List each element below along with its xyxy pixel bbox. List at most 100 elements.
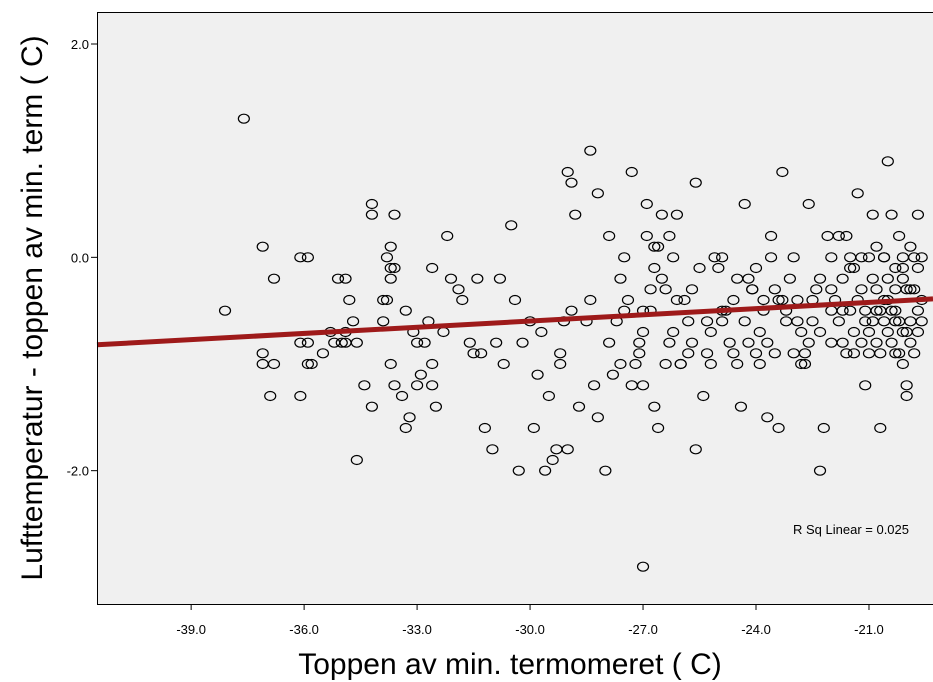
data-point	[911, 209, 925, 220]
data-point	[874, 422, 887, 434]
data-point	[896, 273, 909, 284]
data-point	[365, 401, 379, 412]
data-point	[832, 230, 845, 242]
data-point	[802, 198, 815, 210]
data-point	[644, 284, 657, 295]
x-tick-label: -21.0	[854, 622, 884, 637]
data-point	[682, 316, 695, 327]
data-point	[535, 326, 548, 338]
data-point	[689, 177, 702, 188]
data-point	[584, 145, 597, 156]
data-point	[384, 262, 397, 274]
data-point	[749, 262, 763, 274]
data-point	[426, 262, 439, 274]
data-point	[885, 305, 898, 316]
data-point	[648, 262, 661, 274]
data-point	[712, 262, 725, 274]
x-axis-title: Toppen av min. termomeret ( C)	[298, 648, 721, 681]
data-point	[685, 337, 699, 348]
data-point	[565, 177, 578, 188]
data-point	[456, 294, 469, 306]
data-point	[267, 273, 281, 284]
data-point	[693, 262, 706, 274]
data-point	[870, 305, 883, 316]
data-point	[256, 348, 269, 359]
data-point	[486, 444, 499, 455]
data-point	[561, 166, 574, 178]
data-point	[264, 390, 277, 402]
data-point	[900, 380, 913, 391]
data-point	[651, 241, 665, 252]
data-point	[776, 294, 789, 306]
data-point	[893, 230, 906, 242]
y-tick-label: -2.0	[67, 464, 89, 479]
data-point	[467, 348, 480, 359]
data-point	[659, 284, 672, 295]
data-point	[772, 294, 785, 306]
y-tick-label: 0.0	[71, 250, 89, 265]
data-point	[764, 230, 778, 242]
data-point	[625, 166, 638, 178]
data-point	[663, 230, 676, 242]
data-point	[633, 348, 646, 359]
data-point	[772, 422, 785, 434]
data-point	[866, 316, 879, 327]
data-point	[350, 454, 363, 466]
data-point	[388, 262, 401, 274]
data-point	[900, 390, 913, 402]
data-point	[237, 113, 250, 124]
data-point	[704, 358, 717, 370]
data-point	[377, 316, 390, 327]
data-point	[776, 166, 789, 178]
data-point	[267, 358, 281, 370]
data-point	[636, 326, 650, 338]
data-point	[301, 337, 314, 348]
data-point	[862, 252, 876, 263]
data-point	[749, 348, 763, 359]
data-point	[851, 188, 864, 199]
data-point	[426, 358, 439, 370]
data-point	[844, 262, 857, 274]
data-point	[606, 369, 620, 380]
data-point	[377, 294, 390, 306]
data-point	[889, 316, 902, 327]
data-point	[569, 209, 582, 220]
data-point	[651, 422, 665, 434]
data-point	[471, 273, 484, 284]
data-point	[738, 316, 751, 327]
data-point	[889, 348, 902, 359]
data-point	[881, 326, 894, 338]
data-point	[840, 230, 853, 242]
data-point	[614, 273, 627, 284]
data-point	[757, 294, 770, 306]
data-point	[505, 220, 518, 231]
data-point	[697, 390, 710, 402]
data-point	[832, 316, 845, 327]
data-point	[896, 252, 909, 263]
r-squared-annotation: R Sq Linear = 0.025	[793, 522, 909, 537]
data-point	[847, 348, 861, 359]
data-point	[795, 326, 808, 338]
data-point	[444, 273, 458, 284]
data-point	[410, 380, 424, 391]
data-point	[674, 358, 687, 370]
data-point	[904, 337, 917, 348]
data-point	[896, 262, 909, 274]
data-point	[508, 294, 522, 306]
data-point	[753, 326, 766, 338]
data-point	[305, 358, 318, 370]
data-point	[787, 348, 800, 359]
linear-fit-line	[96, 296, 933, 348]
data-point	[388, 209, 401, 220]
x-tick-label: -30.0	[515, 622, 545, 637]
data-point	[584, 294, 597, 306]
data-point	[746, 284, 759, 295]
scatter-points	[218, 113, 928, 572]
data-point	[908, 348, 921, 359]
data-point	[859, 316, 872, 327]
data-point	[301, 358, 314, 370]
data-point	[497, 358, 510, 370]
data-point	[870, 241, 883, 252]
data-point	[614, 358, 627, 370]
data-point	[825, 337, 838, 348]
